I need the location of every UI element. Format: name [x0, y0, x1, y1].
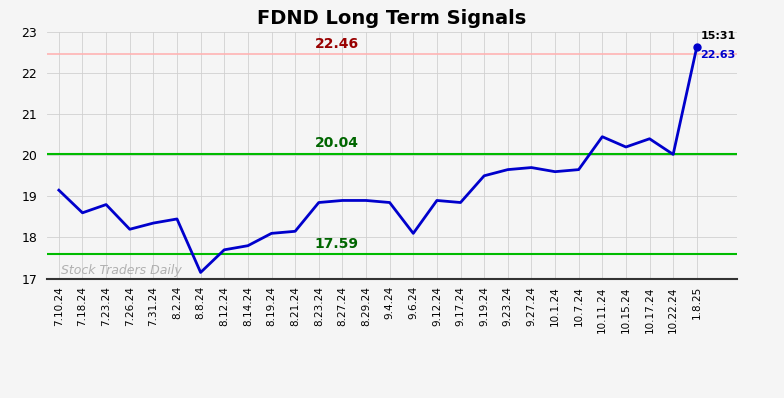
Text: 22.46: 22.46: [314, 37, 359, 51]
Title: FDND Long Term Signals: FDND Long Term Signals: [257, 8, 527, 27]
Text: 15:31: 15:31: [700, 31, 735, 41]
Text: 22.63: 22.63: [700, 50, 735, 60]
Text: Stock Traders Daily: Stock Traders Daily: [61, 263, 182, 277]
Text: 20.04: 20.04: [315, 136, 359, 150]
Text: 17.59: 17.59: [315, 237, 359, 251]
